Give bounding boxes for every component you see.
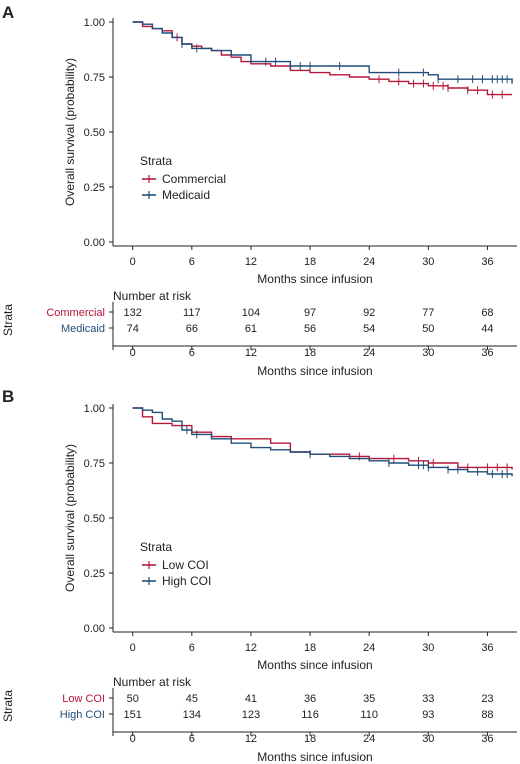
risk-cell: 132 — [124, 307, 142, 319]
risk-cell: 41 — [245, 693, 257, 705]
y-tick-label: 0.50 — [84, 127, 105, 139]
risk-row-label: Medicaid — [61, 323, 105, 335]
y-tick-label: 0.75 — [84, 458, 105, 470]
legend-title: Strata — [140, 540, 172, 554]
risk-x-tick-label: 12 — [245, 733, 257, 745]
y-tick-label: 1.00 — [84, 403, 105, 415]
panel-label: A — [2, 3, 14, 22]
x-tick-label: 6 — [189, 642, 195, 654]
risk-table-axis-label: Strata — [1, 304, 15, 336]
x-tick-label: 30 — [422, 642, 434, 654]
legend-title: Strata — [140, 154, 172, 168]
risk-x-tick-label: 30 — [422, 347, 434, 359]
risk-cell: 117 — [183, 307, 201, 319]
y-axis-label: Overall survival (probability) — [63, 444, 77, 592]
x-tick-label: 36 — [481, 642, 493, 654]
risk-cell: 88 — [481, 709, 493, 721]
survival-curve-1 — [132, 407, 513, 477]
risk-cell: 97 — [304, 307, 316, 319]
risk-cell: 56 — [304, 323, 316, 335]
risk-cell: 50 — [127, 693, 139, 705]
x-tick-label: 6 — [189, 256, 195, 268]
risk-x-tick-label: 24 — [363, 733, 375, 745]
risk-cell: 44 — [481, 323, 493, 335]
x-tick-label: 24 — [363, 642, 375, 654]
risk-table-title: Number at risk — [113, 675, 192, 689]
risk-cell: 68 — [481, 307, 493, 319]
risk-cell: 33 — [422, 693, 434, 705]
risk-cell: 104 — [242, 307, 260, 319]
risk-table-axis-label: Strata — [1, 690, 15, 722]
y-tick-label: 1.00 — [84, 17, 105, 29]
risk-x-tick-label: 18 — [304, 347, 316, 359]
risk-cell: 36 — [304, 693, 316, 705]
risk-cell: 110 — [360, 709, 378, 721]
risk-x-tick-label: 12 — [245, 347, 257, 359]
risk-x-tick-label: 0 — [130, 733, 136, 745]
risk-cell: 66 — [186, 323, 198, 335]
risk-x-tick-label: 36 — [481, 347, 493, 359]
risk-cell: 93 — [422, 709, 434, 721]
y-tick-label: 0.25 — [84, 182, 105, 194]
x-axis-label: Months since infusion — [257, 658, 372, 672]
risk-x-tick-label: 0 — [130, 347, 136, 359]
legend-entry: Commercial — [162, 172, 226, 186]
survival-curve-1 — [132, 21, 513, 84]
x-tick-label: 30 — [422, 256, 434, 268]
risk-cell: 92 — [363, 307, 375, 319]
risk-table-title: Number at risk — [113, 289, 192, 303]
risk-x-tick-label: 30 — [422, 733, 434, 745]
y-tick-label: 0.00 — [84, 623, 105, 635]
panel-label: B — [2, 387, 14, 406]
risk-cell: 61 — [245, 323, 257, 335]
y-tick-label: 0.50 — [84, 513, 105, 525]
y-tick-label: 0.00 — [84, 237, 105, 249]
legend-entry: High COI — [162, 574, 211, 588]
risk-cell: 77 — [422, 307, 434, 319]
risk-row-label: Low COI — [62, 693, 105, 705]
risk-cell: 45 — [186, 693, 198, 705]
x-axis-label: Months since infusion — [257, 272, 372, 286]
risk-cell: 151 — [124, 709, 142, 721]
survival-curve-0 — [132, 21, 513, 96]
x-tick-label: 18 — [304, 642, 316, 654]
x-tick-label: 0 — [130, 256, 136, 268]
risk-x-tick-label: 36 — [481, 733, 493, 745]
risk-x-tick-label: 18 — [304, 733, 316, 745]
x-tick-label: 0 — [130, 642, 136, 654]
risk-row-label: Commercial — [46, 307, 105, 319]
risk-x-axis-label: Months since infusion — [257, 750, 372, 764]
y-axis-label: Overall survival (probability) — [63, 58, 77, 206]
survival-curve-0 — [132, 407, 513, 470]
chart-panel-b: B 0.00 0.25 0.50 0.75 1.00 Overall survival (p… — [1, 387, 517, 764]
risk-cell: 74 — [127, 323, 139, 335]
risk-cell: 35 — [363, 693, 375, 705]
x-tick-label: 12 — [245, 642, 257, 654]
risk-x-tick-label: 24 — [363, 347, 375, 359]
risk-cell: 23 — [481, 693, 493, 705]
risk-cell: 54 — [363, 323, 375, 335]
risk-cell: 134 — [183, 709, 201, 721]
risk-x-tick-label: 6 — [189, 347, 195, 359]
x-tick-label: 36 — [481, 256, 493, 268]
legend-entry: Medicaid — [162, 188, 210, 202]
risk-cell: 116 — [301, 709, 319, 721]
x-tick-label: 12 — [245, 256, 257, 268]
risk-x-tick-label: 6 — [189, 733, 195, 745]
risk-x-axis-label: Months since infusion — [257, 364, 372, 378]
risk-cell: 50 — [422, 323, 434, 335]
y-tick-label: 0.25 — [84, 568, 105, 580]
y-tick-label: 0.75 — [84, 72, 105, 84]
x-tick-label: 18 — [304, 256, 316, 268]
risk-cell: 123 — [242, 709, 260, 721]
x-tick-label: 24 — [363, 256, 375, 268]
chart-panel-a: A 0.00 0.25 0.50 0.75 1.00 Overall survival (p… — [1, 3, 517, 378]
legend-entry: Low COI — [162, 558, 209, 572]
risk-row-label: High COI — [60, 709, 105, 721]
